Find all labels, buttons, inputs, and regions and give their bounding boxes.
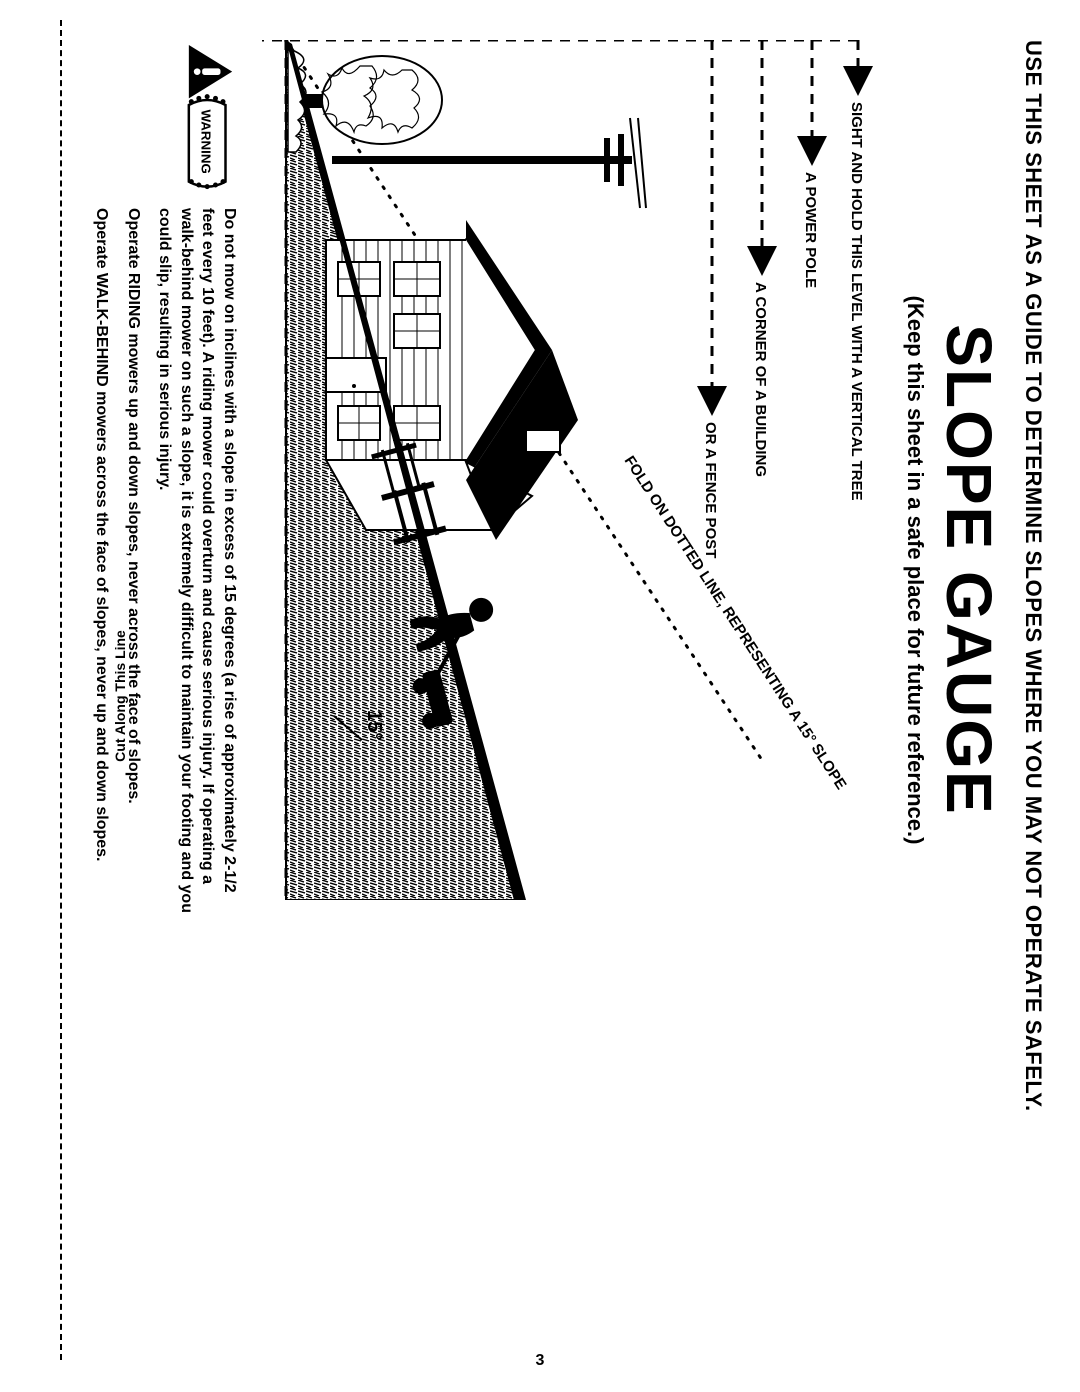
content-rotated: USE THIS SHEET AS A GUIDE TO DETERMINE S… — [86, 40, 1046, 1320]
building-corner-label: A CORNER OF A BUILDING — [752, 282, 769, 477]
warning-text: Do not mow on inclines with a slope in e… — [80, 208, 240, 920]
fold-line-label: FOLD ON DOTTED LINE, REPRESENTING A 15° … — [621, 453, 850, 793]
cut-line — [60, 20, 62, 1360]
warning-para-3: Operate WALK-BEHIND mowers across the fa… — [90, 208, 112, 920]
page-title: SLOPE GAUGE — [932, 160, 1006, 980]
power-pole-label: A POWER POLE — [802, 172, 819, 288]
sight-line-label: SIGHT AND HOLD THIS LEVEL WITH A VERTICA… — [848, 102, 865, 501]
warning-para-2: Operate RIDING mowers up and down slopes… — [122, 208, 144, 920]
guide-headline: USE THIS SHEET AS A GUIDE TO DETERMINE S… — [1020, 40, 1046, 1320]
angle-label: 15° — [363, 710, 385, 740]
fence-post-label: OR A FENCE POST — [702, 422, 719, 558]
warning-block: WARNING Do not mow on inclines with a sl… — [80, 40, 240, 920]
warning-para-1: Do not mow on inclines with a slope in e… — [154, 208, 240, 920]
page-subtitle: (Keep this sheet in a safe place for fut… — [902, 160, 928, 980]
page-number: 3 — [536, 1352, 545, 1370]
house-icon — [326, 220, 578, 540]
warning-icon: WARNING — [176, 40, 240, 190]
slope-diagram: SIGHT AND HOLD THIS LEVEL WITH A VERTICA… — [262, 40, 882, 900]
warning-label: WARNING — [198, 109, 213, 173]
page: Cut Along This Line USE THIS SHEET AS A … — [0, 0, 1080, 1392]
tree-icon — [302, 56, 442, 144]
